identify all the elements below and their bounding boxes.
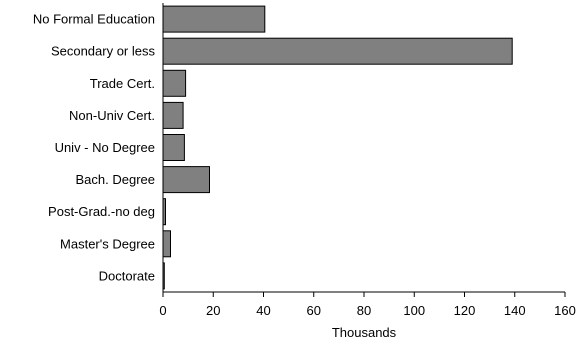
bar-non-univ-cert (162, 101, 184, 129)
x-tick-label: 0 (159, 303, 166, 318)
category-label: Univ - No Degree (55, 140, 155, 155)
x-tick-label: 160 (554, 303, 576, 318)
bar-univ-no-degree (162, 134, 185, 161)
bar-master-s-degree (162, 230, 171, 258)
category-label: Trade Cert. (90, 76, 155, 91)
x-tick-label: 40 (256, 303, 270, 318)
x-tick-label: 60 (307, 303, 321, 318)
bar-trade-cert (162, 69, 187, 97)
bar-bach-degree (162, 166, 210, 194)
x-tick-label: 100 (403, 303, 425, 318)
x-tick-label: 80 (357, 303, 371, 318)
bars-group (162, 5, 513, 290)
x-tick-label: 120 (454, 303, 476, 318)
bar-secondary-or-less (162, 37, 513, 65)
category-label: Secondary or less (51, 44, 156, 59)
category-labels: No Formal Education Secondary or less Trad… (33, 12, 156, 284)
category-label: No Formal Education (33, 12, 155, 27)
category-label: Bach. Degree (76, 172, 156, 187)
category-label: Master's Degree (60, 236, 155, 251)
x-tick-label: 140 (504, 303, 526, 318)
category-label: Post-Grad.-no deg (48, 204, 155, 219)
bar-no-formal-education (162, 5, 266, 33)
category-label: Non-Univ Cert. (69, 108, 155, 123)
x-axis-title: Thousands (332, 325, 397, 340)
category-label: Doctorate (99, 268, 155, 283)
x-tick-label: 20 (206, 303, 220, 318)
x-axis-ticks: 0 20 40 60 80 100 120 140 160 (159, 292, 576, 318)
